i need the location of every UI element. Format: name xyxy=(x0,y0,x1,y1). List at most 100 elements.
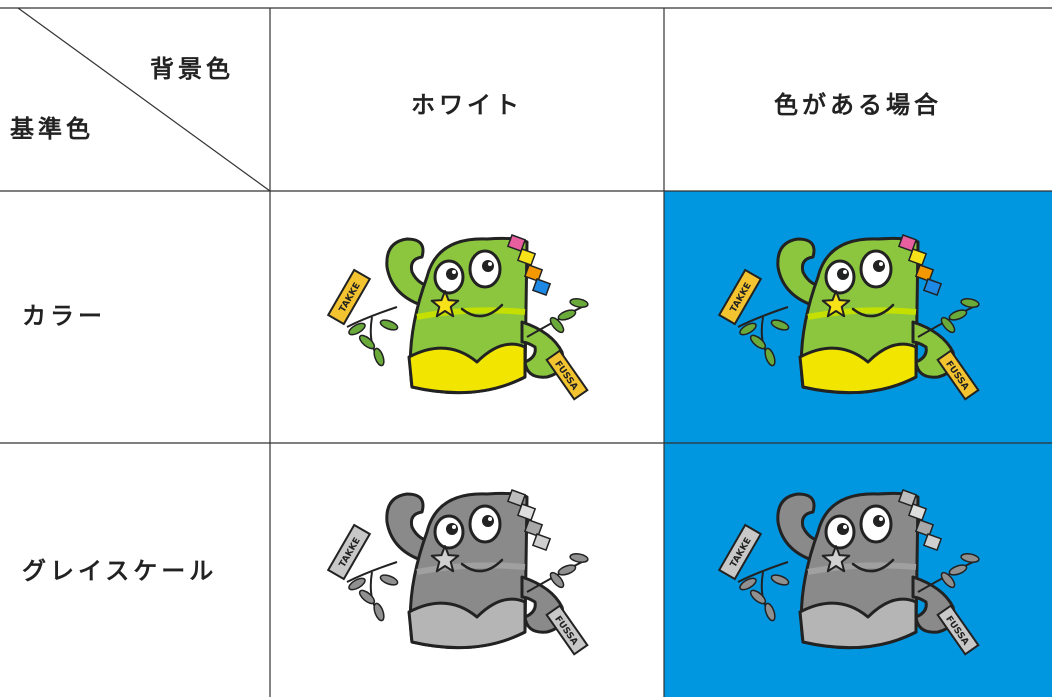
flag xyxy=(523,519,544,538)
right-tag: FUSSA xyxy=(545,604,589,656)
flag xyxy=(907,503,928,522)
star xyxy=(821,545,851,573)
pupil xyxy=(837,523,849,535)
flag xyxy=(531,533,552,552)
row-header: カラー xyxy=(22,302,106,330)
smile xyxy=(460,303,504,318)
star xyxy=(430,545,460,573)
table-grid xyxy=(0,7,1052,697)
branch xyxy=(917,561,974,593)
flag xyxy=(914,519,935,538)
leaf xyxy=(379,574,399,586)
leaf xyxy=(348,322,366,336)
tag-card xyxy=(326,268,372,326)
branch xyxy=(526,306,583,338)
tag-card xyxy=(936,349,980,401)
star xyxy=(430,290,460,318)
mascot-illustration: TAKKE FUSSA xyxy=(326,234,589,401)
leaf xyxy=(948,309,968,321)
leaf xyxy=(557,309,577,321)
mascot-illustration: TAKKE FUSSA xyxy=(326,489,589,656)
eye-highlight xyxy=(488,262,492,266)
leaf xyxy=(569,298,589,308)
branch xyxy=(526,561,583,593)
leaf xyxy=(940,316,956,334)
leaf xyxy=(960,553,980,563)
column-header: 色がある場合 xyxy=(774,91,942,119)
leaf xyxy=(749,334,767,350)
flag xyxy=(523,264,544,283)
pupil xyxy=(446,268,458,280)
pupil xyxy=(873,260,885,272)
left-tag: TAKKE xyxy=(326,268,372,326)
leaf xyxy=(739,322,757,336)
flag xyxy=(506,489,527,508)
pupil xyxy=(446,523,458,535)
stripe xyxy=(416,307,526,320)
leaf xyxy=(379,319,399,331)
tag-card xyxy=(545,349,589,401)
eye-highlight xyxy=(488,517,492,521)
leaf xyxy=(549,571,565,589)
eye-highlight xyxy=(879,517,883,521)
pupil xyxy=(482,260,494,272)
smile xyxy=(851,558,895,573)
eye-highlight xyxy=(452,525,456,529)
tag-card xyxy=(326,523,372,581)
star xyxy=(821,290,851,318)
leaf xyxy=(940,571,956,589)
leaf xyxy=(770,574,790,586)
leaf xyxy=(569,553,589,563)
leaf xyxy=(739,577,757,591)
leaf xyxy=(960,298,980,308)
leaf xyxy=(358,589,376,605)
flag xyxy=(897,234,918,253)
belly xyxy=(798,342,918,395)
stripe xyxy=(807,307,917,320)
flag xyxy=(897,489,918,508)
leaf xyxy=(373,602,385,622)
pupil xyxy=(482,515,494,527)
right-tag: FUSSA xyxy=(545,349,589,401)
eye-highlight xyxy=(452,270,456,274)
corner-bottom-label: 基準色 xyxy=(10,115,94,143)
flag xyxy=(907,248,928,267)
smile xyxy=(851,303,895,318)
belly xyxy=(798,597,918,650)
tag-card xyxy=(936,604,980,656)
leaf xyxy=(373,347,385,367)
corner-top-label: 背景色 xyxy=(150,55,234,83)
flag xyxy=(531,278,552,297)
leaf xyxy=(557,564,577,576)
eye-highlight xyxy=(843,525,847,529)
flag xyxy=(914,264,935,283)
belly xyxy=(407,342,527,395)
tag-card xyxy=(545,604,589,656)
row-header: グレイスケール xyxy=(22,557,217,585)
smile xyxy=(460,558,504,573)
leaf xyxy=(764,347,776,367)
flag xyxy=(516,503,537,522)
pupil xyxy=(837,268,849,280)
left-tag: TAKKE xyxy=(326,523,372,581)
leaf xyxy=(549,316,565,334)
flag xyxy=(506,234,527,253)
stripe xyxy=(807,562,917,575)
branch xyxy=(917,306,974,338)
flag xyxy=(516,248,537,267)
tag-card xyxy=(717,268,763,326)
leaf xyxy=(348,577,366,591)
column-header: ホワイト xyxy=(411,91,523,119)
eye-highlight xyxy=(879,262,883,266)
eye-highlight xyxy=(843,270,847,274)
leaf xyxy=(948,564,968,576)
flag xyxy=(922,278,943,297)
belly xyxy=(407,597,527,650)
leaf xyxy=(749,589,767,605)
leaf xyxy=(764,602,776,622)
stripe xyxy=(416,562,526,575)
tag-card xyxy=(717,523,763,581)
leaf xyxy=(358,334,376,350)
